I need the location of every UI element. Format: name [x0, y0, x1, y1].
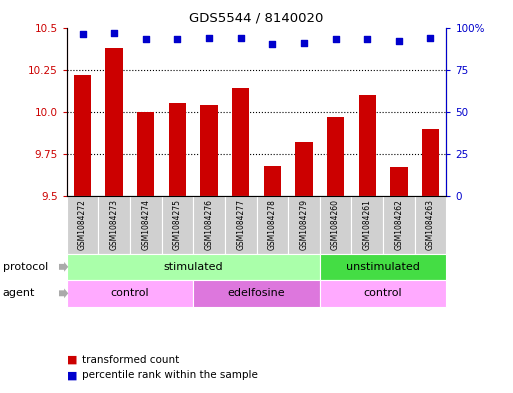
Text: GSM1084260: GSM1084260 [331, 199, 340, 250]
Bar [264, 165, 281, 196]
Bar [256, 196, 288, 253]
Text: GSM1084275: GSM1084275 [173, 199, 182, 250]
Bar [327, 117, 344, 196]
Text: GSM1084272: GSM1084272 [78, 199, 87, 250]
Bar [67, 280, 193, 307]
Text: GSM1084262: GSM1084262 [394, 199, 403, 250]
Bar [130, 196, 162, 253]
Bar [351, 196, 383, 253]
Text: control: control [364, 288, 402, 298]
Bar [225, 196, 256, 253]
Text: GSM1084278: GSM1084278 [268, 199, 277, 250]
Text: GSM1084273: GSM1084273 [110, 199, 119, 250]
Point [268, 41, 277, 48]
Bar [295, 142, 312, 196]
Point [363, 36, 371, 42]
Bar [422, 129, 439, 196]
Text: GSM1084276: GSM1084276 [205, 199, 213, 250]
Bar [67, 253, 320, 280]
Bar [98, 196, 130, 253]
Point [300, 40, 308, 46]
Text: agent: agent [3, 288, 35, 298]
Bar [232, 88, 249, 196]
Text: GSM1084261: GSM1084261 [363, 199, 372, 250]
Bar [320, 280, 446, 307]
Bar [169, 103, 186, 196]
Bar [193, 280, 320, 307]
Text: protocol: protocol [3, 262, 48, 272]
Point [205, 35, 213, 41]
Text: ■: ■ [67, 354, 81, 365]
Text: transformed count: transformed count [82, 354, 180, 365]
Bar [359, 95, 376, 196]
Point [426, 35, 435, 41]
Point [236, 35, 245, 41]
Text: GSM1084277: GSM1084277 [236, 199, 245, 250]
Bar [193, 196, 225, 253]
Point [142, 36, 150, 42]
Text: GSM1084274: GSM1084274 [141, 199, 150, 250]
Bar [67, 196, 98, 253]
Bar [383, 196, 415, 253]
Text: stimulated: stimulated [164, 262, 223, 272]
Text: GSM1084263: GSM1084263 [426, 199, 435, 250]
Text: control: control [111, 288, 149, 298]
Text: percentile rank within the sample: percentile rank within the sample [82, 370, 258, 380]
Point [331, 36, 340, 42]
Bar [320, 196, 351, 253]
Bar [137, 112, 154, 196]
Point [173, 36, 182, 42]
Bar [415, 196, 446, 253]
Bar [106, 48, 123, 196]
Bar [162, 196, 193, 253]
Title: GDS5544 / 8140020: GDS5544 / 8140020 [189, 12, 324, 25]
Bar [74, 75, 91, 196]
Text: unstimulated: unstimulated [346, 262, 420, 272]
Bar [201, 105, 218, 196]
Point [394, 38, 403, 44]
Point [78, 31, 87, 37]
Bar [390, 167, 407, 196]
Text: GSM1084279: GSM1084279 [300, 199, 308, 250]
Text: edelfosine: edelfosine [228, 288, 285, 298]
Text: ■: ■ [67, 370, 81, 380]
Point [110, 29, 118, 36]
Bar [288, 196, 320, 253]
Bar [320, 253, 446, 280]
